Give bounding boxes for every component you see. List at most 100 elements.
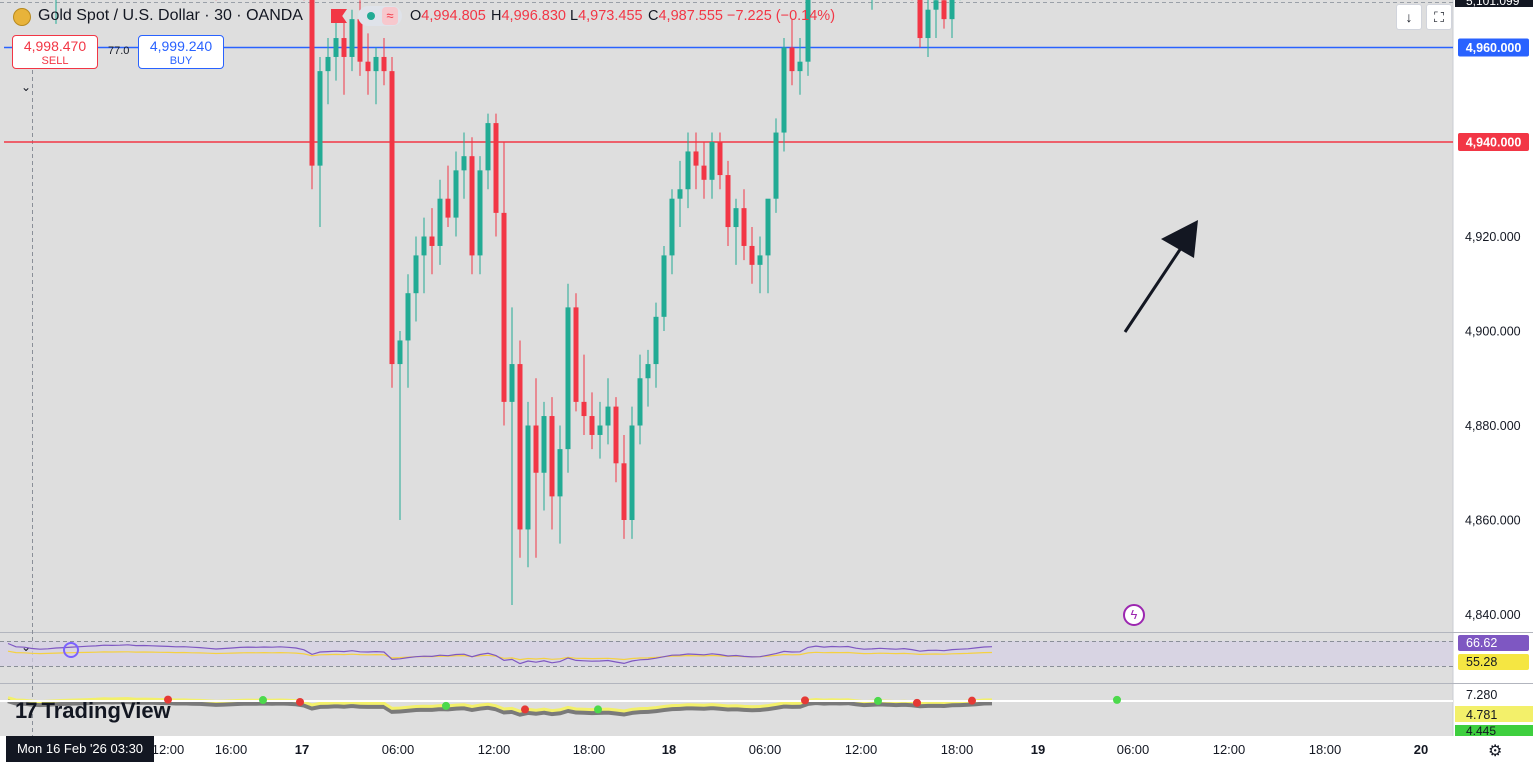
fullscreen-button[interactable]: ⛶	[1426, 4, 1452, 30]
candle-body	[645, 364, 651, 379]
top-price-label: 5,101.099	[1466, 0, 1520, 8]
price-tick-label: 4,900.000	[1465, 325, 1521, 339]
buy-label: BUY	[169, 55, 193, 67]
buy-button[interactable]: 4,999.240 BUY	[138, 35, 224, 69]
macd-cross-dot	[594, 705, 602, 714]
time-axis-label: 06:00	[382, 742, 415, 757]
candle-body	[621, 463, 627, 520]
top-price-marker	[1455, 0, 1533, 7]
candle-body	[933, 0, 939, 10]
ohlc-low: L4,973.455	[570, 8, 643, 24]
macd-cross-dot	[801, 696, 809, 705]
level-price-label: 4,960.000	[1466, 41, 1522, 55]
candle-body	[365, 61, 371, 72]
ohlc-close: C4,987.555	[648, 8, 723, 24]
gold-symbol-icon	[13, 8, 31, 26]
candle-body	[397, 340, 403, 365]
tradingview-logo: 17 TradingView	[15, 698, 171, 724]
price-tick-label: 4,880.000	[1465, 419, 1521, 433]
market-status-pill[interactable]: ≈	[358, 6, 402, 26]
candle-body	[589, 416, 595, 435]
candle-body	[773, 132, 779, 199]
time-axis-label: 06:00	[749, 742, 782, 757]
crosshair-date-label: Mon 16 Feb '26 03:30	[6, 736, 154, 762]
time-axis-label: 18:00	[941, 742, 974, 757]
candle-body	[341, 38, 347, 57]
macd-signal-line	[7, 698, 993, 717]
candle-body	[733, 208, 739, 228]
lightning-alert-icon[interactable]: ϟ	[1123, 604, 1145, 626]
candle-body	[381, 56, 387, 72]
collapse-chevron-icon[interactable]: ⌄	[21, 80, 32, 94]
candle-body	[437, 198, 443, 246]
time-axis-label: 12:00	[478, 742, 511, 757]
candle-body	[461, 156, 467, 171]
candle-body	[757, 255, 763, 265]
rsi-ma-badge	[1458, 654, 1529, 670]
candle-body	[541, 416, 547, 473]
ohlc-change: −7.225 (−0.14%)	[727, 8, 836, 24]
rsi-ma-line	[7, 650, 993, 661]
time-axis-label: 12:00	[152, 742, 185, 757]
rsi-settings-icon[interactable]	[63, 642, 79, 658]
level-price-badge	[1458, 133, 1529, 151]
candle-body	[693, 151, 699, 166]
macd-cross-dot	[874, 696, 882, 705]
candle-body	[629, 425, 635, 520]
ohlc-open: O4,994.805	[410, 8, 486, 24]
candle-body	[797, 61, 803, 72]
candle-body	[517, 364, 523, 530]
scroll-down-button[interactable]: ↓	[1396, 4, 1422, 30]
macd-value-label: 7.280	[1466, 688, 1497, 702]
candle-body	[765, 198, 771, 256]
buy-price: 4,999.240	[149, 38, 213, 54]
time-axis-label: 18:00	[573, 742, 606, 757]
sell-button[interactable]: 4,998.470 SELL	[12, 35, 98, 69]
candle-body	[469, 156, 475, 256]
level-price-label: 4,940.000	[1466, 136, 1522, 150]
macd-cross-dot	[1113, 695, 1121, 704]
candle-body	[573, 307, 579, 402]
symbol-title[interactable]: Gold Spot / U.S. Dollar · 30 · OANDA	[38, 7, 303, 24]
time-axis-label: 18	[662, 742, 676, 757]
macd-cross-dot	[442, 701, 450, 710]
candle-body	[661, 255, 667, 317]
macd-cross-dot	[164, 695, 172, 704]
level-price-badge	[1458, 38, 1529, 57]
macd-hist-badge	[1455, 725, 1533, 736]
indicator-chevron-icon[interactable]: ⌄	[21, 640, 32, 654]
trend-arrow-line	[1123, 241, 1187, 333]
macd-value-badge	[1455, 686, 1533, 702]
macd-cross-dot	[259, 696, 267, 705]
rsi-band	[0, 641, 1453, 666]
candle-body	[597, 425, 603, 435]
candle-body	[925, 9, 931, 39]
macd-cross-dot	[521, 705, 529, 714]
candle-body	[581, 401, 587, 417]
candle-body	[533, 425, 539, 473]
candle-body	[781, 47, 787, 133]
candle-body	[349, 19, 355, 57]
candle-body	[749, 245, 755, 265]
candle-body	[309, 0, 315, 166]
candle-body	[389, 71, 395, 365]
candle-body	[949, 0, 955, 20]
flag-icon[interactable]	[331, 9, 347, 23]
candle-body	[789, 47, 795, 72]
candle-body	[701, 165, 707, 180]
candle-body	[373, 56, 379, 72]
trend-arrow-head	[1161, 220, 1198, 258]
price-tick-label: 4,860.000	[1465, 514, 1521, 528]
settings-gear-icon[interactable]: ⚙	[1488, 743, 1503, 760]
market-open-icon	[367, 12, 375, 20]
candle-body	[317, 71, 323, 166]
macd-signal-label: 4.781	[1466, 708, 1497, 722]
candle-body	[357, 19, 363, 62]
candle-body	[669, 198, 675, 256]
candle-body	[493, 123, 499, 213]
candle-body	[685, 151, 691, 190]
rsi-value-label: 66.62	[1466, 636, 1497, 650]
candle-body	[917, 0, 923, 39]
candle-body	[333, 38, 339, 57]
